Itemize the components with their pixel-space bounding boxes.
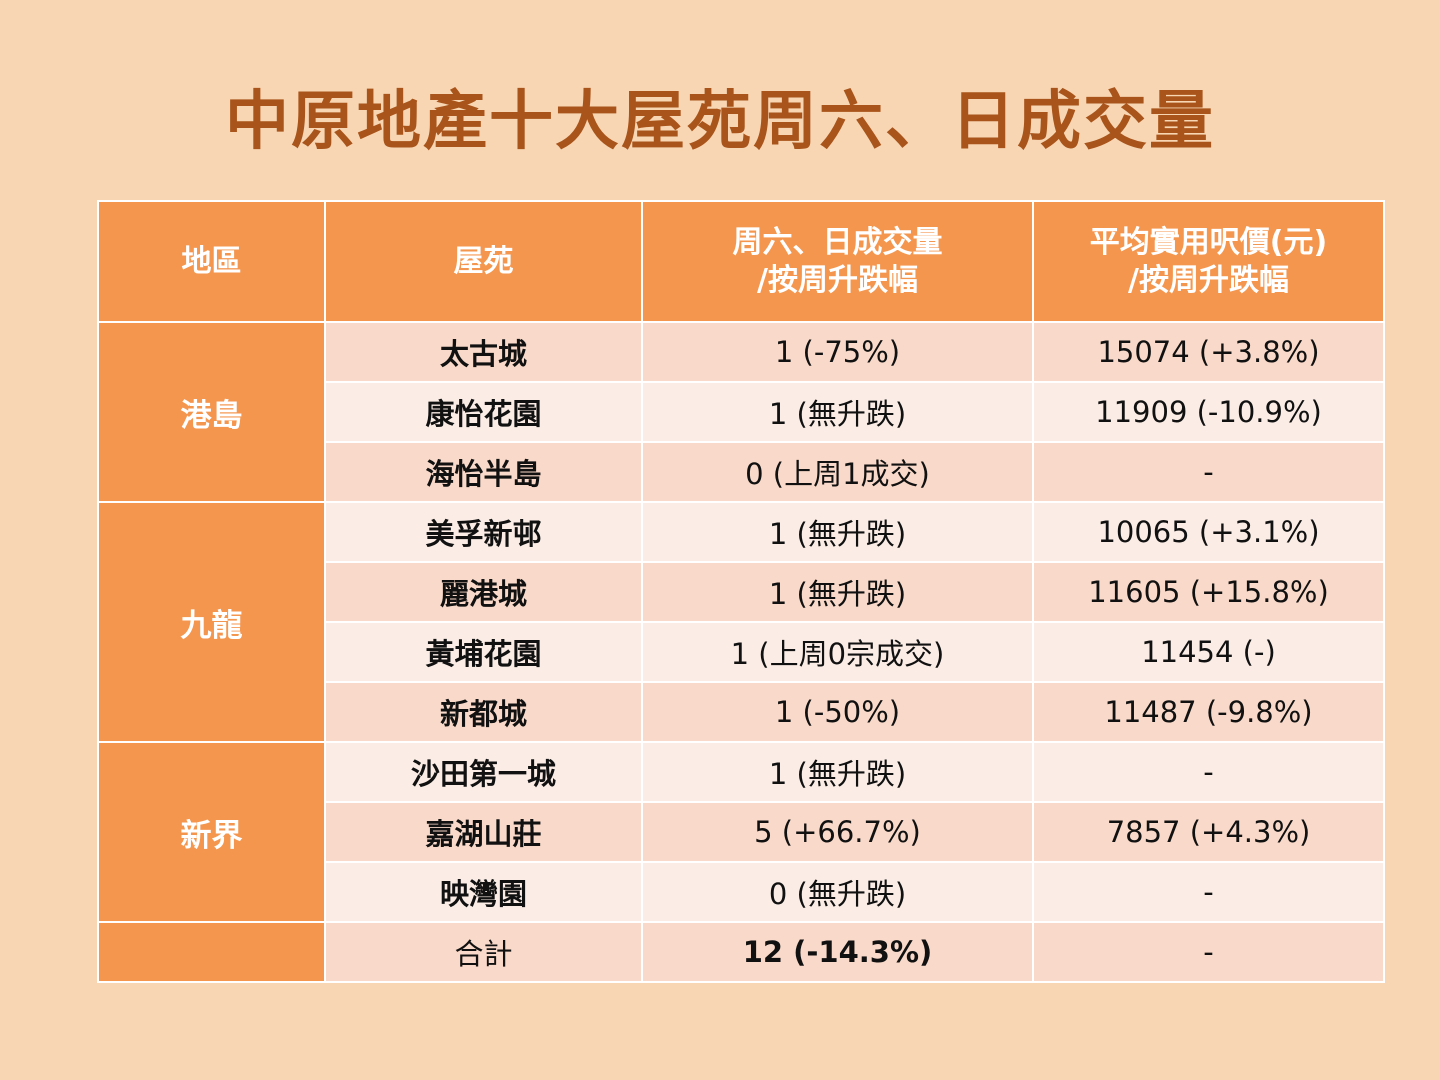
table-row: 九龍 美孚新邨 1 (無升跌) 10065 (+3.1%) [97, 501, 1385, 743]
volume-cell: 1 (無升跌) [641, 381, 1034, 443]
transactions-table: 地區 屋苑 周六、日成交量 /按周升跌幅 平均實用呎價(元) /按周升跌幅 港島… [97, 200, 1385, 983]
price-cell: 15074 (+3.8%) [1032, 321, 1385, 383]
table-row: 海怡半島 0 (上周1成交) - [98, 441, 1385, 503]
price-cell: - [1032, 741, 1385, 803]
volume-cell: 1 (-75%) [641, 321, 1034, 383]
region-hk-island: 港島 [97, 321, 326, 503]
table-row: 新界 沙田第一城 1 (無升跌) - [97, 741, 1385, 923]
volume-cell: 1 (無升跌) [641, 741, 1034, 803]
header-region: 地區 [97, 200, 326, 323]
total-price: - [1032, 921, 1385, 983]
estate-name: 黃埔花園 [324, 621, 643, 683]
header-price-line2: /按周升跌幅 [1128, 262, 1289, 298]
estate-name: 沙田第一城 [324, 741, 643, 803]
volume-cell: 1 (-50%) [641, 681, 1034, 743]
volume-cell: 0 (無升跌) [641, 861, 1034, 923]
table-row: 黃埔花園 1 (上周0宗成交) 11454 (-) [98, 621, 1385, 683]
total-volume: 12 (-14.3%) [641, 921, 1034, 983]
header-price: 平均實用呎價(元) /按周升跌幅 [1032, 200, 1385, 323]
volume-cell: 1 (無升跌) [641, 501, 1034, 563]
estate-name: 麗港城 [324, 561, 643, 623]
estate-name: 美孚新邨 [324, 501, 643, 563]
total-row: 合計 12 (-14.3%) - [97, 921, 1385, 983]
estate-name: 新都城 [324, 681, 643, 743]
estate-name: 嘉湖山莊 [324, 801, 643, 863]
price-cell: 11605 (+15.8%) [1032, 561, 1385, 623]
table-row: 嘉湖山莊 5 (+66.7%) 7857 (+4.3%) [98, 801, 1385, 863]
total-label: 合計 [324, 921, 643, 983]
volume-cell: 0 (上周1成交) [641, 441, 1034, 503]
table-row: 康怡花園 1 (無升跌) 11909 (-10.9%) [98, 381, 1385, 443]
price-cell: - [1032, 441, 1385, 503]
table-row: 映灣園 0 (無升跌) - [98, 861, 1385, 923]
price-cell: 11909 (-10.9%) [1032, 381, 1385, 443]
estate-name: 康怡花園 [324, 381, 643, 443]
page-title: 中原地產十大屋苑周六、日成交量 [225, 84, 1215, 159]
volume-cell: 1 (無升跌) [641, 561, 1034, 623]
region-new-territories: 新界 [97, 741, 326, 923]
table-row: 港島 太古城 1 (-75%) 15074 (+3.8%) [97, 321, 1385, 503]
volume-cell: 5 (+66.7%) [641, 801, 1034, 863]
header-volume: 周六、日成交量 /按周升跌幅 [641, 200, 1034, 323]
table-header-row: 地區 屋苑 周六、日成交量 /按周升跌幅 平均實用呎價(元) /按周升跌幅 [97, 200, 1385, 323]
estate-name: 海怡半島 [324, 441, 643, 503]
header-price-line1: 平均實用呎價(元) [1089, 224, 1328, 260]
estate-name: 映灣園 [324, 861, 643, 923]
header-estate: 屋苑 [324, 200, 643, 323]
price-cell: 11487 (-9.8%) [1032, 681, 1385, 743]
header-volume-line1: 周六、日成交量 [732, 224, 943, 260]
price-cell: 10065 (+3.1%) [1032, 501, 1385, 563]
price-cell: 7857 (+4.3%) [1032, 801, 1385, 863]
volume-cell: 1 (上周0宗成交) [641, 621, 1034, 683]
total-region-empty [97, 921, 326, 983]
price-cell: - [1032, 861, 1385, 923]
price-cell: 11454 (-) [1032, 621, 1385, 683]
table-row: 新都城 1 (-50%) 11487 (-9.8%) [98, 681, 1385, 743]
table-row: 麗港城 1 (無升跌) 11605 (+15.8%) [98, 561, 1385, 623]
header-volume-line2: /按周升跌幅 [757, 262, 918, 298]
region-kowloon: 九龍 [97, 501, 326, 743]
estate-name: 太古城 [324, 321, 643, 383]
